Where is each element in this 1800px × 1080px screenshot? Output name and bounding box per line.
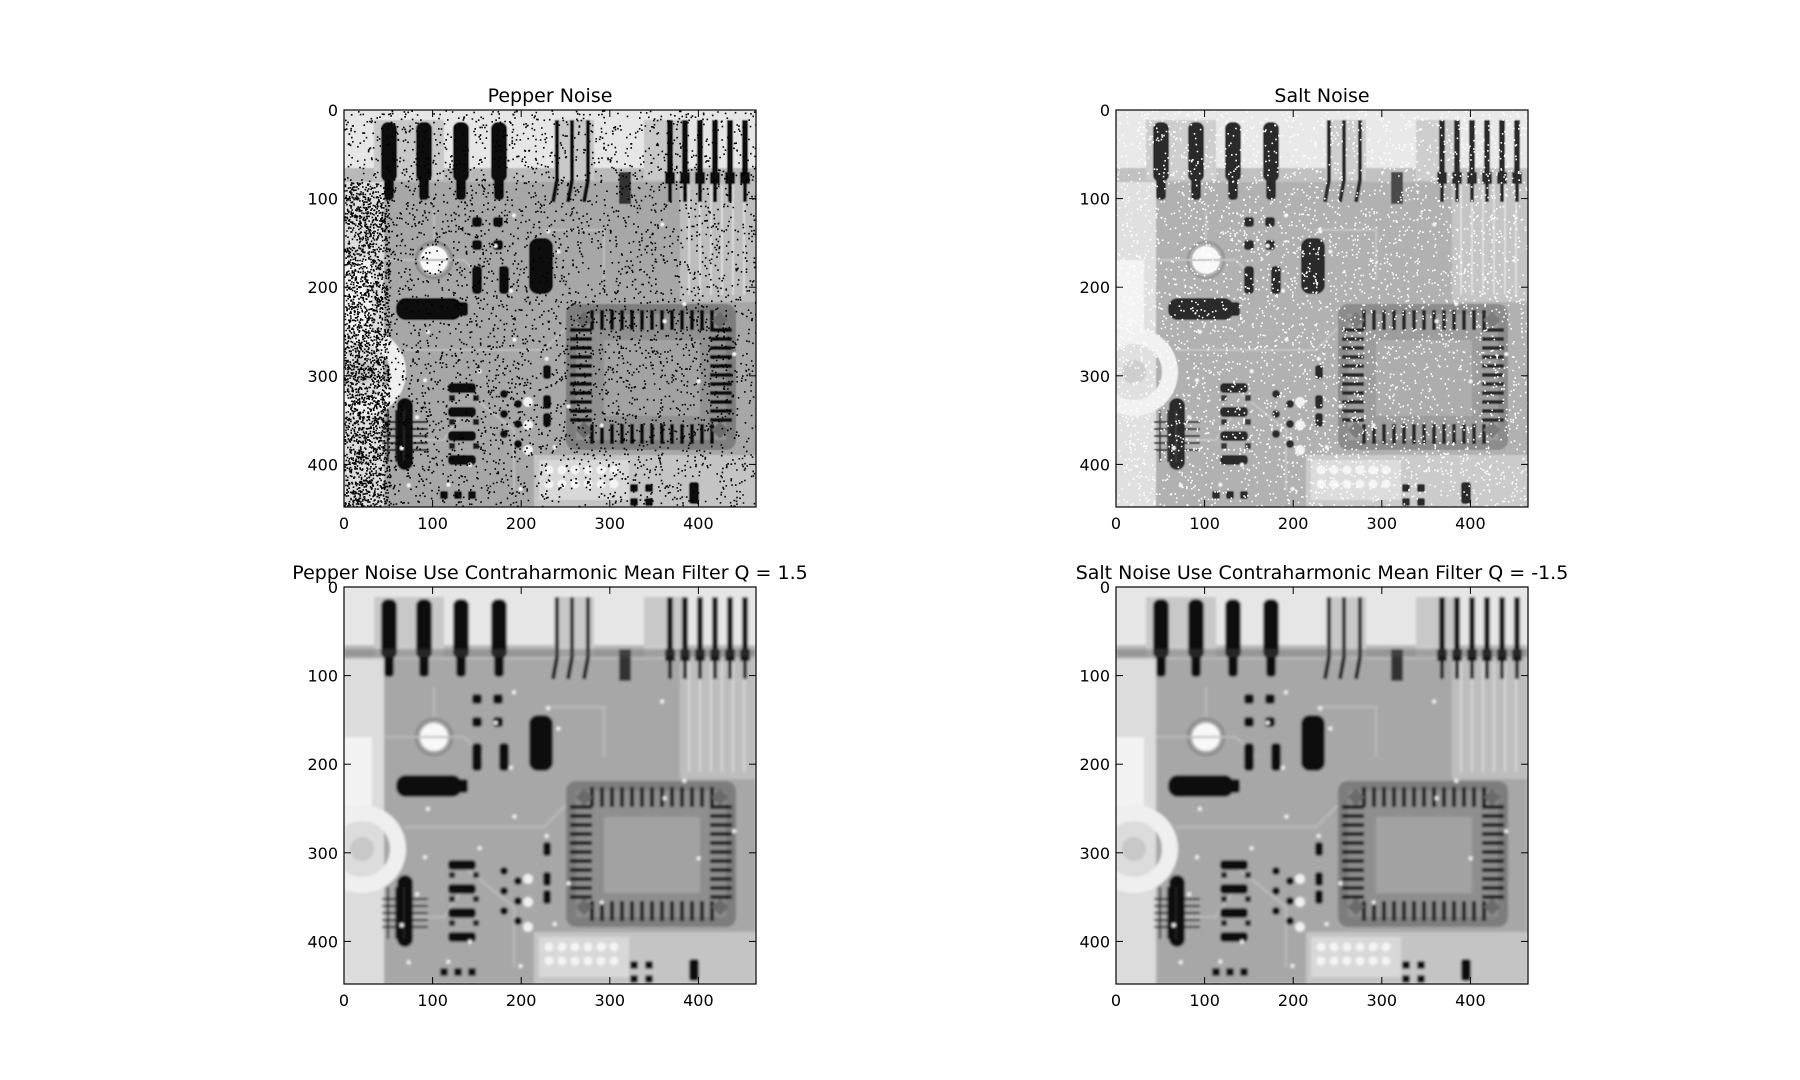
subplot-title: Pepper Noise <box>488 85 613 107</box>
axes-frame <box>1115 586 1529 985</box>
xray-image <box>1116 110 1528 507</box>
subplot-3: Pepper Noise Use Contraharmonic Mean Fil… <box>292 562 807 1010</box>
subplot-title: Salt Noise <box>1274 85 1369 107</box>
axes-frame <box>343 586 757 985</box>
x-tick-label: 0 <box>1111 991 1121 1010</box>
subplot-2: Salt Noise 0 0 100 100 200 200 300 300 400 400 <box>1079 85 1529 533</box>
x-tick-label: 200 <box>506 991 537 1010</box>
y-tick-label: 0 <box>1100 101 1110 120</box>
x-tick-label: 100 <box>1189 991 1220 1010</box>
y-tick-label: 300 <box>307 844 338 863</box>
xray-image <box>344 110 756 507</box>
x-tick-label: 100 <box>1189 514 1220 533</box>
y-tick-label: 400 <box>307 455 338 474</box>
y-tick-label: 100 <box>307 667 338 686</box>
x-tick-label: 0 <box>339 514 349 533</box>
x-tick-label: 300 <box>1367 514 1398 533</box>
x-tick-label: 300 <box>1367 991 1398 1010</box>
x-tick-label: 300 <box>595 991 626 1010</box>
x-tick-label: 400 <box>1455 991 1486 1010</box>
subplot-title: Salt Noise Use Contraharmonic Mean Filte… <box>1076 562 1569 584</box>
x-tick-label: 400 <box>683 514 714 533</box>
x-tick-label: 0 <box>339 991 349 1010</box>
y-tick-label: 200 <box>307 278 338 297</box>
y-tick-label: 200 <box>1079 755 1110 774</box>
x-tick-label: 200 <box>506 514 537 533</box>
x-tick-label: 300 <box>595 514 626 533</box>
x-tick-label: 0 <box>1111 514 1121 533</box>
subplot-title: Pepper Noise Use Contraharmonic Mean Fil… <box>292 562 807 584</box>
subplot-1: Pepper Noise 0 0 100 100 200 200 300 300 400 400 <box>307 85 757 533</box>
y-tick-label: 400 <box>1079 455 1110 474</box>
y-tick-label: 0 <box>328 101 338 120</box>
xray-image <box>1116 587 1528 984</box>
y-tick-label: 300 <box>1079 844 1110 863</box>
x-tick-label: 400 <box>683 991 714 1010</box>
y-tick-label: 200 <box>1079 278 1110 297</box>
y-tick-label: 400 <box>307 932 338 951</box>
subplot-4: Salt Noise Use Contraharmonic Mean Filte… <box>1076 562 1569 1010</box>
x-tick-label: 400 <box>1455 514 1486 533</box>
y-tick-label: 0 <box>328 578 338 597</box>
y-tick-label: 0 <box>1100 578 1110 597</box>
axes-frame <box>343 109 757 508</box>
y-tick-label: 100 <box>1079 667 1110 686</box>
y-tick-label: 400 <box>1079 932 1110 951</box>
y-tick-label: 100 <box>307 190 338 209</box>
y-tick-label: 300 <box>307 367 338 386</box>
x-tick-label: 200 <box>1278 514 1309 533</box>
axes-frame <box>1115 109 1529 508</box>
y-tick-label: 100 <box>1079 190 1110 209</box>
x-tick-label: 100 <box>417 514 448 533</box>
y-tick-label: 300 <box>1079 367 1110 386</box>
x-tick-label: 200 <box>1278 991 1309 1010</box>
x-tick-label: 100 <box>417 991 448 1010</box>
y-tick-label: 200 <box>307 755 338 774</box>
xray-image <box>344 587 756 984</box>
